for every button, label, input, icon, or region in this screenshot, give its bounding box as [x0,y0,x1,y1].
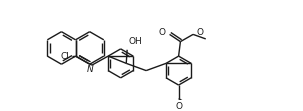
Text: N: N [86,65,93,74]
Text: O: O [197,28,204,37]
Text: OH: OH [129,37,143,46]
Text: Cl: Cl [60,52,69,61]
Text: O: O [175,102,182,111]
Text: O: O [159,28,166,37]
